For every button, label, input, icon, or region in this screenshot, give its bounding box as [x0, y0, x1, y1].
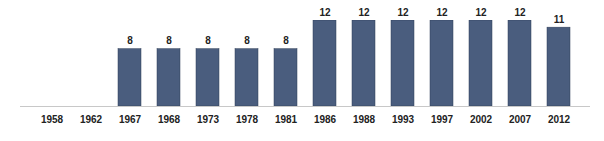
svg-text:8: 8: [205, 35, 211, 46]
svg-text:2007: 2007: [509, 114, 532, 125]
svg-text:12: 12: [358, 7, 370, 18]
svg-text:2012: 2012: [548, 114, 571, 125]
svg-text:1997: 1997: [431, 114, 454, 125]
svg-text:8: 8: [166, 35, 172, 46]
svg-text:1981: 1981: [275, 114, 298, 125]
svg-text:1958: 1958: [41, 114, 64, 125]
svg-text:8: 8: [283, 35, 289, 46]
svg-text:1986: 1986: [314, 114, 337, 125]
svg-text:12: 12: [436, 7, 448, 18]
svg-text:12: 12: [475, 7, 487, 18]
svg-text:1967: 1967: [119, 114, 142, 125]
svg-text:1962: 1962: [80, 114, 103, 125]
svg-text:12: 12: [397, 7, 409, 18]
svg-text:1988: 1988: [353, 114, 376, 125]
svg-text:1993: 1993: [392, 114, 415, 125]
svg-text:1978: 1978: [236, 114, 259, 125]
svg-text:11: 11: [554, 14, 565, 25]
svg-text:2002: 2002: [470, 114, 493, 125]
svg-text:1968: 1968: [158, 114, 181, 125]
svg-text:8: 8: [127, 35, 133, 46]
svg-text:1973: 1973: [197, 114, 220, 125]
svg-text:8: 8: [244, 35, 250, 46]
svg-text:12: 12: [319, 7, 331, 18]
svg-text:12: 12: [514, 7, 526, 18]
